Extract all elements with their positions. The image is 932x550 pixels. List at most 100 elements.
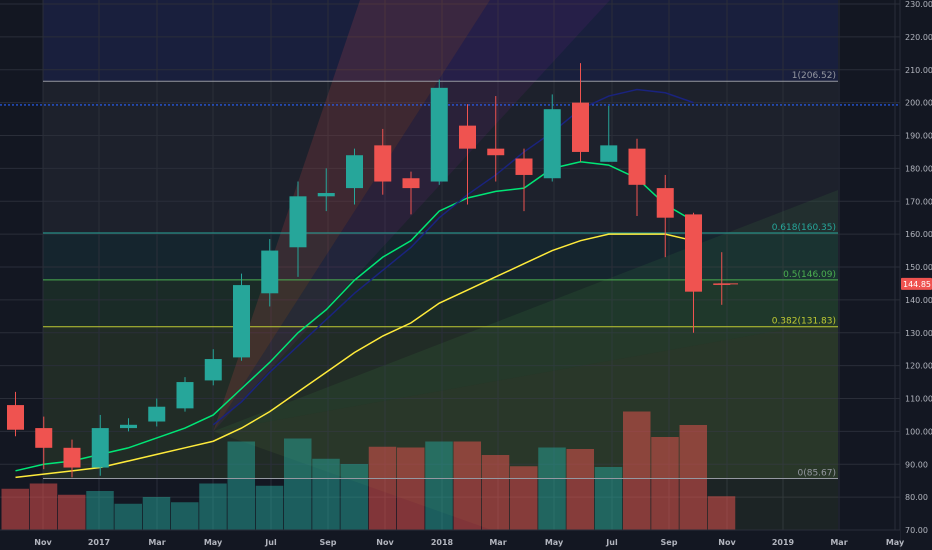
candle-body <box>402 178 420 189</box>
candle[interactable] <box>120 418 137 432</box>
volume-bar <box>679 425 707 530</box>
volume-bar <box>566 449 594 530</box>
candle-body <box>176 382 194 409</box>
price-tick-label: 220.00 <box>905 33 932 42</box>
volume-bar <box>651 437 679 530</box>
volume-bar <box>142 497 171 530</box>
candle-body <box>7 405 24 430</box>
volume-bar <box>58 494 86 530</box>
candle[interactable] <box>261 239 279 307</box>
candle[interactable] <box>176 377 194 412</box>
candle-body <box>204 359 222 381</box>
candle[interactable] <box>317 168 335 212</box>
time-tick-label: Nov <box>718 538 736 547</box>
volume-bar <box>707 496 736 530</box>
candle-body <box>91 428 109 468</box>
fib-level-label: 1(206.52) <box>792 71 836 81</box>
candle[interactable] <box>204 349 222 386</box>
volume-bar <box>114 503 142 530</box>
candle-body <box>600 145 618 162</box>
candle[interactable] <box>233 273 250 361</box>
time-tick-label: May <box>545 538 564 547</box>
candle[interactable] <box>430 79 448 185</box>
candle[interactable] <box>515 148 533 212</box>
fib-level-label: 0.618(160.35) <box>772 223 836 233</box>
candle-body <box>459 125 476 149</box>
volume-bar <box>227 441 255 530</box>
candle-body <box>317 193 335 197</box>
candle[interactable] <box>572 63 589 162</box>
candle[interactable] <box>685 212 702 333</box>
last-price-badge: 144.85 <box>718 277 932 290</box>
volume-bar <box>510 466 538 530</box>
volume-bar <box>1 488 29 530</box>
time-tick-label: 2017 <box>88 538 110 547</box>
candle-body <box>543 109 561 179</box>
candle[interactable] <box>346 148 363 205</box>
candles[interactable] <box>7 63 731 478</box>
candle[interactable] <box>402 171 420 215</box>
candle[interactable] <box>628 138 646 217</box>
price-axis-background <box>900 0 932 550</box>
time-tick-label: Jul <box>605 538 618 547</box>
volume-bar <box>481 455 510 530</box>
price-tick-label: 190.00 <box>905 132 932 141</box>
candle[interactable] <box>35 416 53 470</box>
moving-average-line <box>212 88 694 426</box>
fib-level-label: 0.382(131.83) <box>772 317 836 327</box>
time-tick-label: Mar <box>489 538 506 547</box>
volume-bar <box>255 485 284 530</box>
time-axis[interactable]: Nov 2017 Mar May Jul Sep Nov 2018 Mar May Jul Sep No… <box>0 529 905 550</box>
fan-region <box>213 0 610 432</box>
candle[interactable] <box>656 174 674 258</box>
candle[interactable] <box>543 94 561 182</box>
moving-average-line <box>15 233 694 479</box>
candle-body <box>628 148 646 185</box>
candle[interactable] <box>91 414 109 476</box>
price-tick-label: 160.00 <box>905 230 932 239</box>
candle[interactable] <box>459 104 476 205</box>
candle-body <box>656 188 674 218</box>
fan-region <box>213 0 490 432</box>
price-tick-label: 140.00 <box>905 296 932 305</box>
candle-body <box>515 158 533 175</box>
candle-body <box>289 196 307 248</box>
price-tick-label: 80.00 <box>905 493 928 502</box>
volume-bar <box>171 502 199 530</box>
last-price-text: 144.85 <box>903 280 931 289</box>
volume-bar <box>397 447 425 530</box>
price-axis[interactable]: 70.00 80.00 90.00 100.00 110.00 120.00 130.00 1… <box>899 0 932 550</box>
time-axis-background <box>0 530 900 550</box>
volume-bar <box>594 467 623 530</box>
candle-body <box>120 424 137 429</box>
time-tick-label: Mar <box>830 538 847 547</box>
candle[interactable] <box>7 391 24 437</box>
fib-levels[interactable]: 1(206.52) 0.618(160.35) 0.5(146.09) 0.382(1… <box>0 71 900 479</box>
candle-body <box>261 250 279 294</box>
last-price-box <box>901 277 932 290</box>
price-tick-label: 210.00 <box>905 66 932 75</box>
time-tick-label: 2019 <box>772 538 795 547</box>
candle[interactable] <box>374 128 392 195</box>
time-tick-label: Nov <box>34 538 52 547</box>
candle-body <box>487 148 505 156</box>
time-tick-label: 2018 <box>431 538 454 547</box>
price-tick-label: 70.00 <box>905 526 928 535</box>
volume-bar <box>425 441 453 530</box>
volume-bar <box>623 411 651 530</box>
volume-bar <box>312 458 340 530</box>
candle-body <box>233 285 250 358</box>
candle-body <box>430 87 448 182</box>
candle[interactable] <box>148 398 166 427</box>
candle[interactable] <box>289 181 307 277</box>
volume-bar <box>86 491 114 530</box>
volume-bar <box>538 447 566 530</box>
price-tick-label: 200.00 <box>905 99 932 108</box>
fan-region <box>213 190 838 432</box>
volume-bar <box>29 483 58 530</box>
candle[interactable] <box>600 105 618 162</box>
candle[interactable] <box>487 96 505 182</box>
volume-bar <box>368 446 397 530</box>
candle[interactable] <box>63 439 81 478</box>
